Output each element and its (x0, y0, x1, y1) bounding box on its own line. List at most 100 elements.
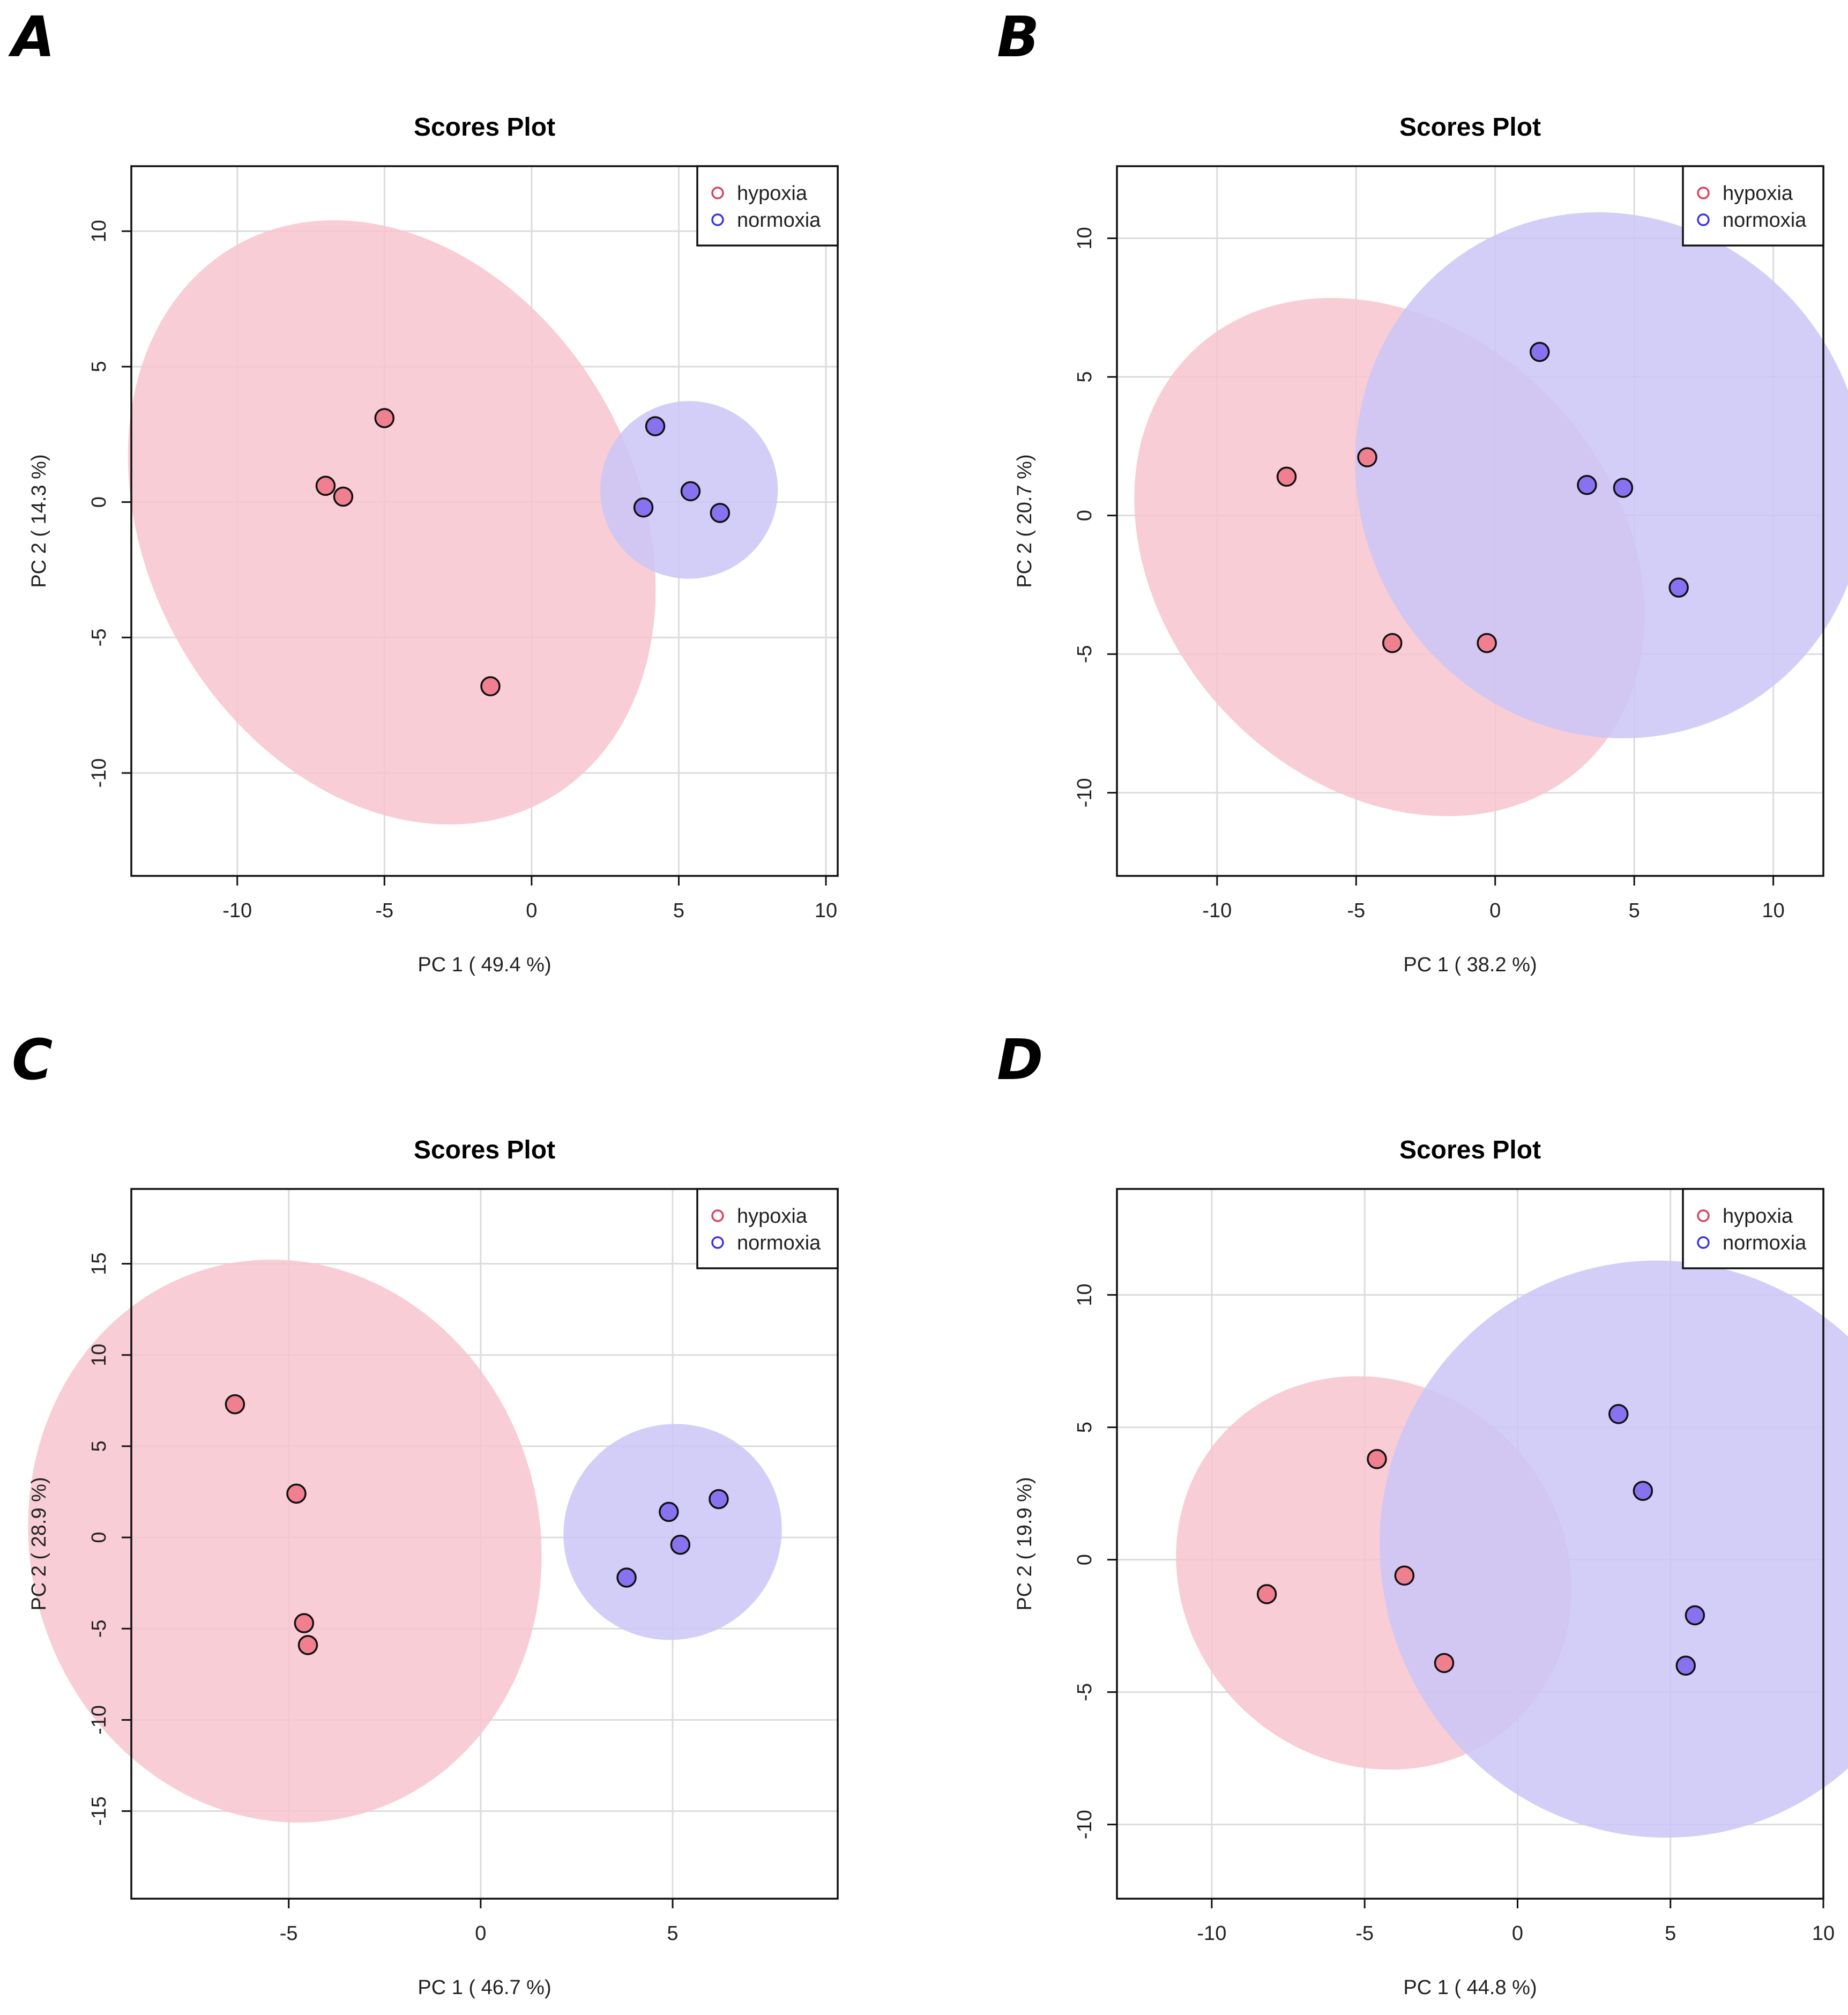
point-hypoxia (1477, 633, 1497, 653)
panel-A: A Scores Plot -10 -5 0 5 10 PC 1 ( 49.4 %) -10 -5… (8, 4, 839, 976)
y-axis-label: PC 2 ( 19.9 %) (1014, 1477, 1036, 1610)
x-axis-label: PC 1 ( 49.4 %) (418, 954, 551, 976)
point-normoxia (1668, 577, 1689, 598)
y-tick-label: -15 (88, 1796, 110, 1826)
legend-label-normoxia: normoxia (1723, 209, 1807, 232)
x-axis: -10 -5 0 5 10 PC 1 ( 49.4 %) (222, 876, 837, 976)
points (225, 1394, 729, 1655)
y-tick-label: -5 (88, 1619, 110, 1638)
legend-marker-hypoxia (1697, 1209, 1710, 1222)
point-normoxia (1577, 475, 1597, 495)
x-tick-label: -10 (222, 899, 252, 922)
panel-C: C Scores Plot -5 0 5 PC 1 ( 46.7 %) -15 -10 -5 0 5… (12, 1027, 839, 1999)
y-tick-label: -10 (88, 1705, 110, 1735)
x-tick-label: 0 (475, 1922, 486, 1945)
y-axis: -10 -5 0 5 10 PC 2 ( 19.9 %) (1014, 1283, 1117, 1839)
y-tick-label: -10 (1074, 778, 1096, 807)
x-tick-label: 5 (667, 1922, 678, 1945)
legend-marker-hypoxia (711, 187, 724, 199)
point-hypoxia (374, 408, 395, 428)
point-normoxia (1608, 1404, 1629, 1424)
legend-label-hypoxia: hypoxia (1723, 182, 1793, 205)
legend-box (696, 1188, 839, 1269)
plot-frame (130, 1188, 839, 1900)
point-hypoxia (286, 1483, 307, 1504)
legend-box (696, 165, 839, 247)
x-tick-label: 5 (673, 899, 684, 922)
x-axis-label: PC 1 ( 38.2 %) (1403, 954, 1537, 976)
y-tick-label: 10 (88, 220, 110, 242)
point-hypoxia (297, 1635, 318, 1655)
points (1276, 341, 1689, 653)
ellipse-normoxia (563, 1424, 782, 1640)
plot-title: Scores Plot (414, 1136, 555, 1164)
panel-letter: C (12, 1027, 53, 1092)
legend-label-hypoxia: hypoxia (737, 1205, 808, 1228)
x-tick-label: 10 (815, 899, 837, 922)
plot-frame (1116, 1188, 1824, 1900)
ellipses (1176, 1260, 1848, 1838)
point-normoxia (633, 497, 654, 518)
ellipses (28, 1259, 782, 1823)
point-normoxia (1633, 1481, 1653, 1501)
x-tick-label: 0 (526, 899, 537, 922)
panel-letter: D (997, 1027, 1043, 1092)
x-tick-label: -5 (1347, 899, 1365, 922)
y-axis-label: PC 2 ( 28.9 %) (28, 1477, 50, 1610)
legend-marker-normoxia (711, 1236, 724, 1249)
y-tick-label: -10 (1074, 1810, 1096, 1839)
y-tick-label: 10 (1074, 1283, 1096, 1306)
x-tick-label: -5 (1355, 1922, 1374, 1945)
legend: hypoxia normoxia (1682, 165, 1824, 247)
y-tick-label: -5 (1074, 645, 1096, 663)
x-tick-label: -5 (280, 1922, 298, 1945)
x-tick-label: 0 (1512, 1922, 1523, 1945)
y-tick-label: 0 (1074, 510, 1096, 521)
y-axis-label: PC 2 ( 14.3 %) (28, 454, 50, 588)
point-hypoxia (480, 676, 501, 697)
point-hypoxia (1394, 1565, 1415, 1586)
y-axis: -10 -5 0 5 10 PC 2 ( 20.7 %) (1014, 227, 1117, 807)
y-tick-label: -10 (88, 759, 110, 788)
y-tick-label: 5 (88, 361, 110, 372)
plot-title: Scores Plot (1399, 113, 1541, 142)
legend-marker-hypoxia (1697, 187, 1710, 199)
x-axis: -10 -5 0 5 10 PC 1 ( 44.8 %) (1197, 1899, 1835, 1999)
y-tick-label: 0 (88, 496, 110, 508)
ellipse-normoxia (1355, 212, 1848, 739)
point-hypoxia (1276, 466, 1297, 487)
point-normoxia (1675, 1655, 1696, 1676)
legend-label-hypoxia: hypoxia (1723, 1205, 1793, 1228)
point-normoxia (645, 416, 666, 436)
point-normoxia (680, 481, 701, 502)
legend-label-normoxia: normoxia (1723, 1232, 1807, 1254)
x-tick-label: 5 (1629, 899, 1640, 922)
y-axis: -15 -10 -5 0 5 10 15 PC 2 ( 28.9 %) (28, 1252, 131, 1826)
point-hypoxia (315, 475, 336, 496)
y-tick-label: 0 (88, 1532, 110, 1543)
point-hypoxia (1382, 633, 1403, 653)
ellipses (128, 220, 778, 825)
panel-letter: A (8, 4, 55, 70)
x-axis: -5 0 5 PC 1 ( 46.7 %) (280, 1899, 679, 1999)
point-hypoxia (225, 1394, 245, 1415)
x-axis: -10 -5 0 5 10 PC 1 ( 38.2 %) (1202, 876, 1785, 976)
plot-title: Scores Plot (1399, 1136, 1541, 1164)
point-hypoxia (1367, 1449, 1387, 1469)
y-tick-label: 10 (88, 1344, 110, 1366)
x-tick-label: 0 (1489, 899, 1501, 922)
legend-marker-normoxia (711, 213, 724, 226)
ellipse-hypoxia (28, 1259, 542, 1823)
ellipse-normoxia (1380, 1260, 1848, 1838)
legend-marker-hypoxia (711, 1209, 724, 1222)
x-tick-label: -10 (1202, 899, 1232, 922)
point-hypoxia (1434, 1653, 1455, 1674)
x-tick-label: -5 (375, 899, 393, 922)
point-normoxia (1685, 1605, 1705, 1626)
panel-B: B Scores Plot -10 -5 0 5 10 PC 1 ( 38.2 %) -10 -5… (997, 4, 1848, 976)
y-tick-label: 15 (88, 1252, 110, 1275)
panel-D: D Scores Plot -10 -5 0 5 10 PC 1 ( 44.8 %) -10 -5… (997, 1027, 1848, 1999)
legend-box (1682, 165, 1824, 247)
x-tick-label: 10 (1812, 1922, 1835, 1945)
